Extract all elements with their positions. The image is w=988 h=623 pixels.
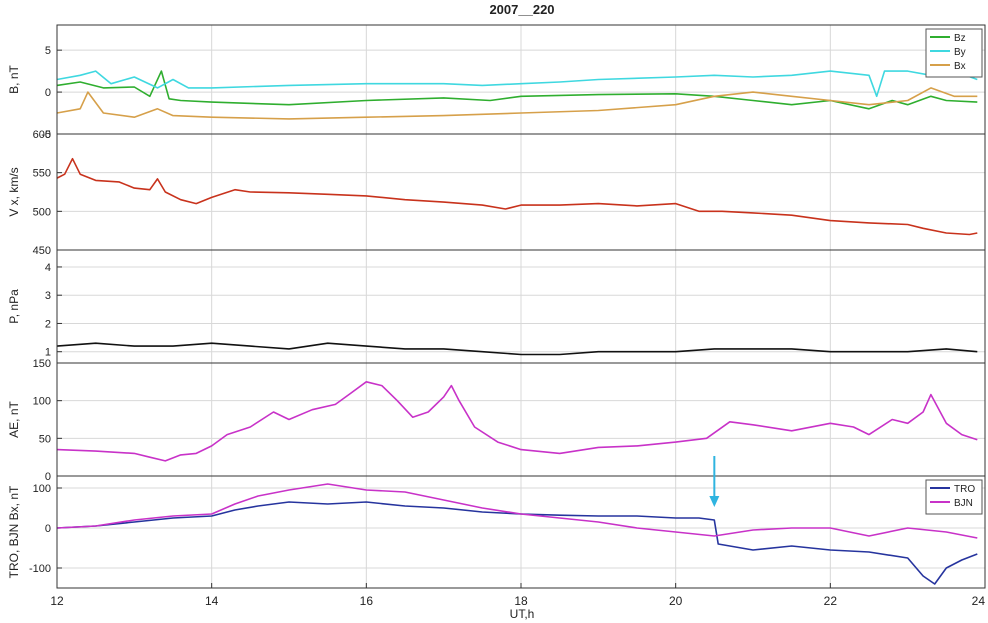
y-tick-label: 4 (45, 262, 51, 274)
y-tick-label: 0 (45, 471, 51, 483)
chart-title: 2007__220 (489, 2, 554, 17)
series-line-tro (56, 501, 978, 585)
x-tick-label: 20 (669, 594, 683, 608)
series-line-bjn (56, 483, 978, 539)
series-line-by (56, 70, 978, 98)
y-tick-label: 1 (45, 347, 51, 359)
y-axis-label: TRO, BJN Bx, nT (7, 485, 21, 578)
x-tick-label: 18 (514, 594, 528, 608)
y-tick-label: -5 (41, 129, 51, 141)
series-line-p (56, 342, 978, 356)
series-line-ae (56, 381, 978, 462)
legend-label: By (954, 47, 966, 58)
x-tick-label: 22 (824, 594, 838, 608)
y-axis-label: B, nT (7, 64, 21, 93)
y-tick-label: 2 (45, 318, 51, 330)
y-tick-label: 600 (33, 129, 51, 141)
legend-label: Bx (954, 61, 966, 72)
y-axis-label: V x, km/s (7, 167, 21, 216)
panel-v: 450 500 550 600 V x, km/s (7, 129, 986, 257)
y-tick-label: 0 (45, 523, 51, 535)
y-tick-label: 150 (33, 358, 51, 370)
legend-box (925, 479, 983, 515)
legend-label: TRO (954, 484, 975, 495)
y-tick-label: 550 (33, 168, 51, 180)
y-tick-label: 500 (33, 206, 51, 218)
x-tick-label: 14 (205, 594, 219, 608)
legend-label: Bz (954, 33, 966, 44)
annotation-arrow-head (709, 496, 720, 507)
y-axis-label: AE, nT (7, 400, 21, 437)
annotation-arrow (709, 456, 720, 507)
legend-label: BJN (954, 498, 973, 509)
panel-b: -5 0 5 B, nT Bz By Bx (7, 24, 986, 141)
x-axis-label: UT,h (510, 607, 535, 621)
y-tick-label: -100 (29, 563, 51, 575)
x-tick-label: 12 (50, 594, 64, 608)
legend: Bz By Bx (925, 28, 983, 78)
y-tick-label: 100 (33, 483, 51, 495)
series-line-v (56, 157, 978, 236)
y-tick-label: 450 (33, 245, 51, 257)
y-axis-label: P, nPa (7, 289, 21, 324)
x-tick-label: 16 (360, 594, 374, 608)
y-tick-label: 50 (39, 433, 51, 445)
y-tick-label: 5 (45, 45, 51, 57)
legend: TRO BJN (925, 479, 983, 515)
y-tick-label: 3 (45, 290, 51, 302)
x-tick-label: 24 (972, 594, 986, 608)
y-tick-label: 0 (45, 87, 51, 99)
panel-ae: 0 50 100 150 AE, nT (7, 358, 986, 483)
series-line-bx (56, 87, 978, 120)
panel-p: 1 2 3 4 P, nPa (7, 249, 986, 364)
y-tick-label: 100 (33, 396, 51, 408)
x-axis: 12 14 16 18 20 22 24 (50, 583, 986, 608)
